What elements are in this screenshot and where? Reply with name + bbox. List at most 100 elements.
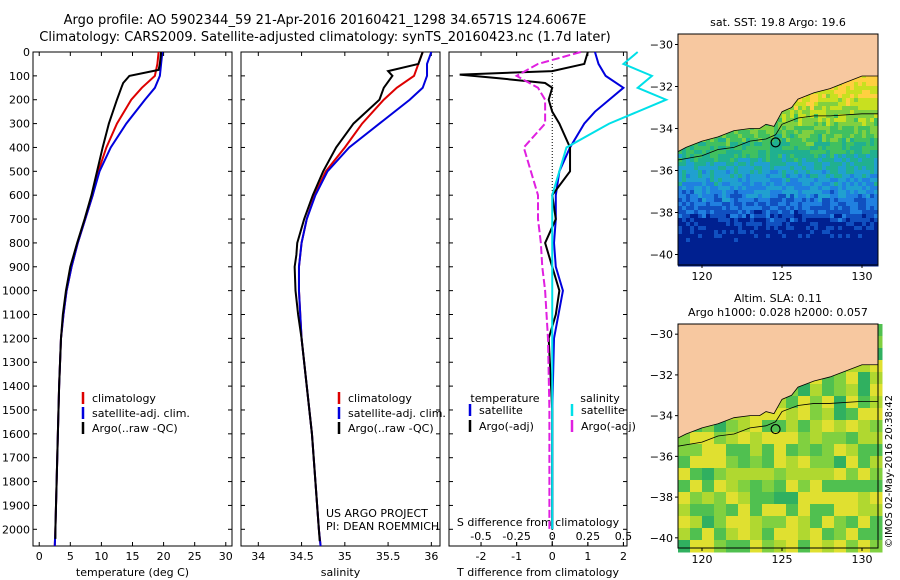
map-cell <box>734 170 739 175</box>
map-cell <box>734 250 739 255</box>
map-cell <box>854 118 859 123</box>
map-cell <box>686 178 691 183</box>
map-cell <box>738 162 743 167</box>
map-cell <box>698 246 703 251</box>
xtick-label-salinity: 36 <box>424 550 438 563</box>
map-cell <box>686 206 691 211</box>
map-cell <box>678 242 683 247</box>
map-cell <box>746 158 751 163</box>
map-cell <box>714 170 719 175</box>
map-cell <box>726 222 731 227</box>
map-cell <box>706 246 711 251</box>
map-cell <box>834 230 839 235</box>
map-cell <box>702 206 707 211</box>
map-cell <box>802 246 807 251</box>
map-cell <box>762 230 767 235</box>
map-cell <box>782 150 787 155</box>
map-cell <box>722 138 727 143</box>
map-cell <box>854 126 859 131</box>
map-cell <box>706 162 711 167</box>
map-cell <box>870 86 875 91</box>
ytick-label: 1900 <box>2 499 30 512</box>
map-cell <box>850 82 855 87</box>
map-cell <box>870 130 875 135</box>
map-cell <box>838 186 843 191</box>
map-cell <box>742 154 747 159</box>
map-cell <box>730 146 735 151</box>
map-cell <box>806 118 811 123</box>
map-cell <box>774 154 779 159</box>
map-cell <box>862 118 867 123</box>
map-cell <box>738 210 743 215</box>
map-cell <box>698 230 703 235</box>
map-cell <box>682 202 687 207</box>
map-cell <box>722 190 727 195</box>
map-cell <box>870 126 875 131</box>
map-cell <box>818 94 823 99</box>
map-cell <box>818 170 823 175</box>
map-cell <box>830 122 835 127</box>
map-cell <box>826 190 831 195</box>
map-cell <box>758 178 763 183</box>
map-cell <box>690 242 695 247</box>
map-cell <box>806 146 811 151</box>
map-cell <box>842 106 847 111</box>
map-cell <box>870 186 875 191</box>
map-cell <box>706 166 711 171</box>
map-cell <box>846 190 851 195</box>
map-cell <box>846 166 851 171</box>
map-cell <box>790 126 795 131</box>
map-cell <box>846 178 851 183</box>
map-cell <box>850 98 855 103</box>
map-cell <box>854 174 859 179</box>
map-cell <box>858 174 863 179</box>
map-cell <box>850 130 855 135</box>
xtick-label-temperature: 25 <box>188 550 202 563</box>
map-cell <box>802 210 807 215</box>
map-cell <box>854 258 859 263</box>
climatology-subtitle: Climatology: CARS2009. Satellite-adjuste… <box>39 30 611 45</box>
map-cell <box>838 102 843 107</box>
map-cell <box>874 230 879 235</box>
map-cell <box>686 158 691 163</box>
map-cell <box>758 130 763 135</box>
map-cell <box>786 194 791 199</box>
xtick-label-salinity: 34 <box>251 550 265 563</box>
map-cell <box>874 226 879 231</box>
map-cell <box>818 162 823 167</box>
coastline <box>677 75 878 152</box>
map-cell <box>690 178 695 183</box>
map-cell <box>874 222 879 227</box>
map-cell <box>794 106 799 111</box>
map-cell <box>774 158 779 163</box>
map-cell <box>710 242 715 247</box>
map-cell <box>814 106 819 111</box>
map-cell <box>862 82 867 87</box>
map-cell <box>850 146 855 151</box>
map-cell <box>686 190 691 195</box>
map-cell <box>754 238 759 243</box>
map-cell <box>782 154 787 159</box>
map-cell <box>838 150 843 155</box>
map-cell <box>866 230 871 235</box>
map-cell <box>710 158 715 163</box>
map-cell <box>806 222 811 227</box>
map-cell <box>846 420 859 433</box>
map-cell <box>774 234 779 239</box>
map-cell <box>730 198 735 203</box>
map-cell <box>826 262 831 267</box>
map-cell <box>686 154 691 159</box>
map-ytick-label: −36 <box>650 165 673 178</box>
map-cell <box>830 254 835 259</box>
map-cell <box>862 262 867 267</box>
map-cell <box>778 154 783 159</box>
map-cell <box>766 198 771 203</box>
map-cell <box>758 190 763 195</box>
map-cell <box>846 98 851 103</box>
map-cell <box>754 234 759 239</box>
map-cell <box>714 142 719 147</box>
map-cell <box>702 194 707 199</box>
map-cell <box>874 174 879 179</box>
map-cell <box>850 174 855 179</box>
map-cell <box>870 182 875 187</box>
